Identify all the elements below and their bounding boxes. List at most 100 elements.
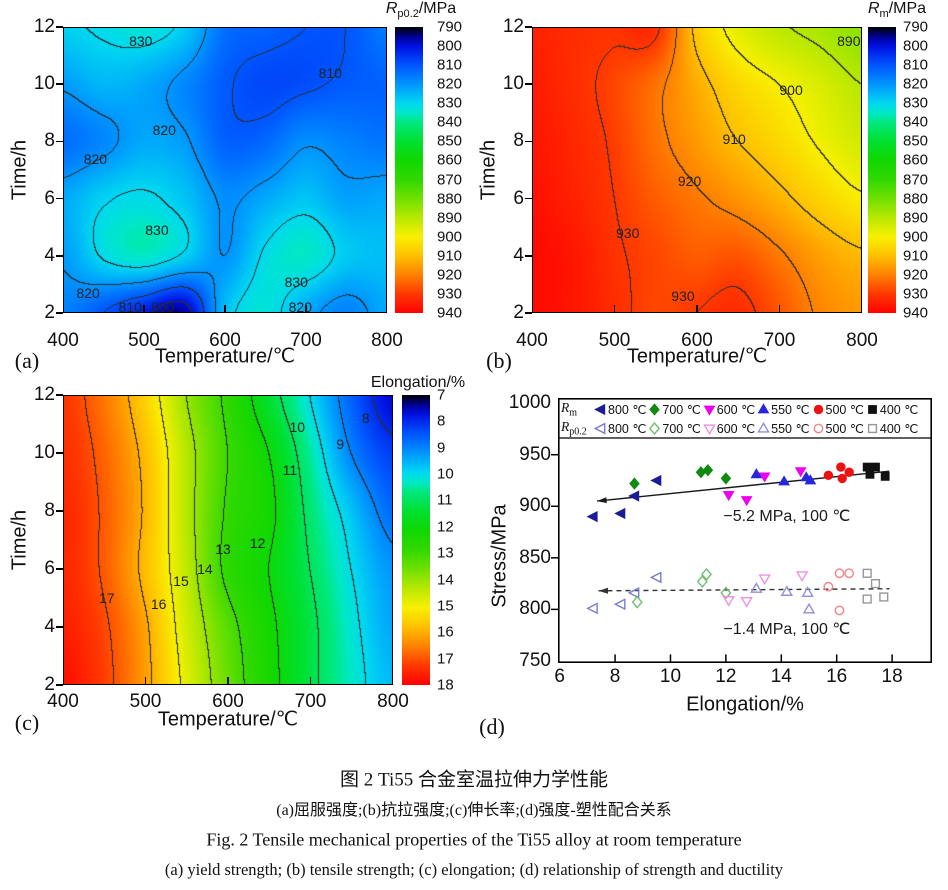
- colorbar-tick-label: 8: [437, 412, 446, 430]
- colorbar-title-b-symbol: R: [867, 0, 880, 17]
- y-tick-mark: [56, 510, 63, 512]
- legend-item: 500 ℃: [812, 402, 866, 417]
- colorbar-tick-label: 850: [903, 132, 929, 150]
- colorbar-title-a-unit: /MPa: [418, 0, 457, 17]
- contour-canvas-a: [63, 27, 387, 313]
- marker-circle: [844, 568, 855, 579]
- legend-item-label: 600 ℃: [716, 421, 756, 436]
- contour-label: 810: [318, 64, 342, 81]
- x-tick-label: 600: [212, 691, 244, 712]
- legend-marker-tri-up-icon: [757, 421, 770, 433]
- x-tick-label: 16: [826, 666, 848, 687]
- legend-marker-tri-up-icon: [757, 402, 770, 413]
- contour-label: 920: [677, 173, 702, 190]
- contour-canvas-c: [63, 395, 393, 685]
- colorbar-tick-label: 820: [903, 75, 929, 93]
- colorbar-tick-label: 830: [903, 94, 929, 112]
- legend-marker-tri-left-icon: [594, 403, 606, 415]
- marker-square: [862, 462, 872, 472]
- marker-square: [870, 579, 881, 589]
- contour-label: 890: [837, 33, 861, 50]
- legend-item-label: 700 ℃: [662, 421, 701, 436]
- contour-label: 810: [118, 299, 142, 316]
- colorbar-tick-label: 810: [437, 56, 463, 74]
- y-tick-label: 6: [44, 187, 55, 209]
- marker-tri-left: [594, 403, 606, 415]
- marker-diamond: [696, 575, 708, 589]
- contour-label: 820: [83, 150, 108, 167]
- marker-tri-up: [750, 582, 763, 593]
- marker-diamond: [720, 472, 732, 485]
- contour-label: 11: [282, 462, 298, 479]
- colorbar-tick-label: 870: [437, 171, 463, 189]
- marker-square: [867, 423, 877, 433]
- marker-tri-down: [758, 574, 771, 586]
- legend-item-label: 550 ℃: [771, 402, 810, 417]
- y-tick-label: 4: [513, 244, 524, 266]
- contour-label: 820: [76, 284, 100, 301]
- contour-label: 930: [671, 287, 695, 304]
- marker-tri-up: [801, 586, 814, 597]
- marker-square: [862, 594, 872, 604]
- colorbar-tick-label: 880: [903, 190, 929, 208]
- contour-label: 13: [215, 540, 231, 557]
- y-tick-mark: [56, 452, 63, 454]
- legend-item-label: 700 ℃: [662, 402, 701, 417]
- legend-item: 700 ℃: [648, 402, 702, 417]
- contour-label: 12: [249, 534, 266, 551]
- colorbar-a: [395, 27, 423, 313]
- y-tick-label: 8: [44, 130, 55, 152]
- legend-item: 550 ℃: [757, 421, 811, 436]
- legend-marker-tri-left-icon: [594, 422, 606, 434]
- colorbar-title-a-subscript: p0.2: [397, 8, 419, 21]
- x-tick-label: 800: [371, 330, 403, 351]
- marker-tri-up: [802, 602, 816, 614]
- marker-tri-down: [722, 596, 735, 607]
- legend-marker-circle-icon: [813, 423, 823, 433]
- colorbar-b: [868, 27, 896, 313]
- marker-diamond: [720, 586, 732, 600]
- contour-label: 910: [722, 130, 746, 147]
- legend-item: 500 ℃: [812, 421, 866, 436]
- y-tick-mark: [525, 255, 532, 257]
- marker-tri-left: [613, 598, 626, 611]
- x-tick-label: 400: [47, 691, 79, 712]
- colorbar-tick-label: 940: [437, 304, 463, 322]
- y-tick-label: 10: [33, 73, 55, 95]
- contour-label: 17: [98, 590, 115, 606]
- y-tick-label: 12: [33, 384, 55, 405]
- y-tick-mark: [56, 684, 63, 686]
- contour-label: 830: [129, 33, 153, 50]
- colorbar-tick-label: 880: [437, 190, 463, 208]
- x-tick-label: 12: [715, 666, 737, 687]
- marker-circle: [813, 423, 823, 433]
- colorbar-tick-label: 10: [437, 465, 454, 483]
- legend-row-label: Rp0.2: [561, 418, 587, 438]
- y-axis-label-a: Time/h: [8, 139, 31, 201]
- marker-tri-down: [794, 467, 807, 478]
- y-axis-label-b: Time/h: [477, 139, 500, 201]
- y-tick-label: 800: [519, 598, 551, 620]
- legend-item-label: 400 ℃: [879, 421, 919, 436]
- colorbar-tick-label: 930: [903, 285, 929, 303]
- x-axis-label-c: Temperature/℃: [157, 708, 299, 731]
- colorbar-tick-label: 790: [903, 18, 929, 36]
- marker-diamond: [695, 466, 707, 479]
- y-tick-label: 10: [502, 73, 524, 95]
- y-tick-mark: [56, 83, 63, 85]
- marker-tri-down: [795, 571, 809, 582]
- contour-label: 820: [152, 121, 176, 138]
- colorbar-tick-label: 930: [437, 285, 463, 303]
- marker-tri-left: [649, 571, 662, 584]
- y-axis-label-d: Stress/MPa: [488, 504, 511, 608]
- x-tick-label: 800: [377, 691, 409, 712]
- colorbar-tick-label: 900: [903, 228, 929, 246]
- colorbar-tick-label: 890: [437, 209, 463, 227]
- y-tick-label: 12: [502, 16, 524, 37]
- colorbar-title-a: Rp0.2/MPa: [386, 0, 456, 20]
- marker-circle: [823, 581, 834, 592]
- legend-item: 600 ℃: [703, 402, 757, 417]
- x-tick-label: 600: [681, 330, 713, 351]
- x-tick-label: 6: [554, 666, 565, 687]
